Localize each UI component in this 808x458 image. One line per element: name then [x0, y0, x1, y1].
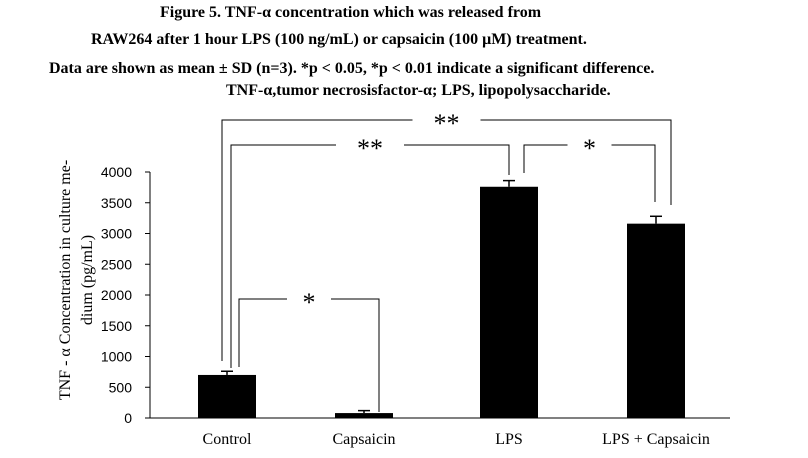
significance-label: ** [434, 109, 460, 138]
y-tick-label: 500 [109, 379, 133, 395]
significance-bracket [230, 144, 510, 368]
y-tick-label: 1500 [101, 318, 132, 334]
y-tick-label: 3500 [101, 195, 132, 211]
bar [198, 374, 256, 418]
caption-line-2: RAW264 after 1 hour LPS (100 ng/mL) or c… [91, 31, 587, 48]
x-category-label: Capsaicin [332, 431, 395, 448]
significance-label: * [583, 134, 596, 163]
caption-line-4: TNF-α,tumor necrosisfactor-α; LPS, lipop… [226, 82, 611, 99]
y-axis-label-line-1: TNF - α Concentration in culture me- [57, 160, 74, 400]
y-tick-label: 4000 [101, 164, 132, 180]
y-tick-label: 0 [124, 410, 132, 426]
significance-bracket [523, 144, 656, 202]
bar [480, 186, 538, 418]
y-axis-label: TNF - α Concentration in culture me-dium… [57, 160, 96, 400]
significance-bracket [221, 119, 672, 361]
y-tick-label: 3000 [101, 226, 132, 242]
y-axis-label-line-2: dium (pg/mL) [79, 235, 96, 325]
significance-bracket [238, 298, 380, 412]
y-tick-label: 2500 [101, 256, 132, 272]
y-tick-label: 2000 [101, 287, 132, 303]
x-category-label: LPS [495, 431, 523, 448]
caption-line-1: Figure 5. TNF-α concentration which was … [160, 4, 542, 21]
caption-line-3: Data are shown as mean ± SD (n=3). *p < … [49, 60, 655, 77]
bar [627, 223, 685, 418]
significance-label: * [303, 288, 316, 317]
x-category-label: LPS + Capsaicin [602, 431, 710, 448]
y-tick-label: 1000 [101, 349, 132, 365]
x-category-label: Control [203, 431, 252, 448]
bar [335, 413, 393, 418]
significance-label: ** [357, 134, 383, 163]
